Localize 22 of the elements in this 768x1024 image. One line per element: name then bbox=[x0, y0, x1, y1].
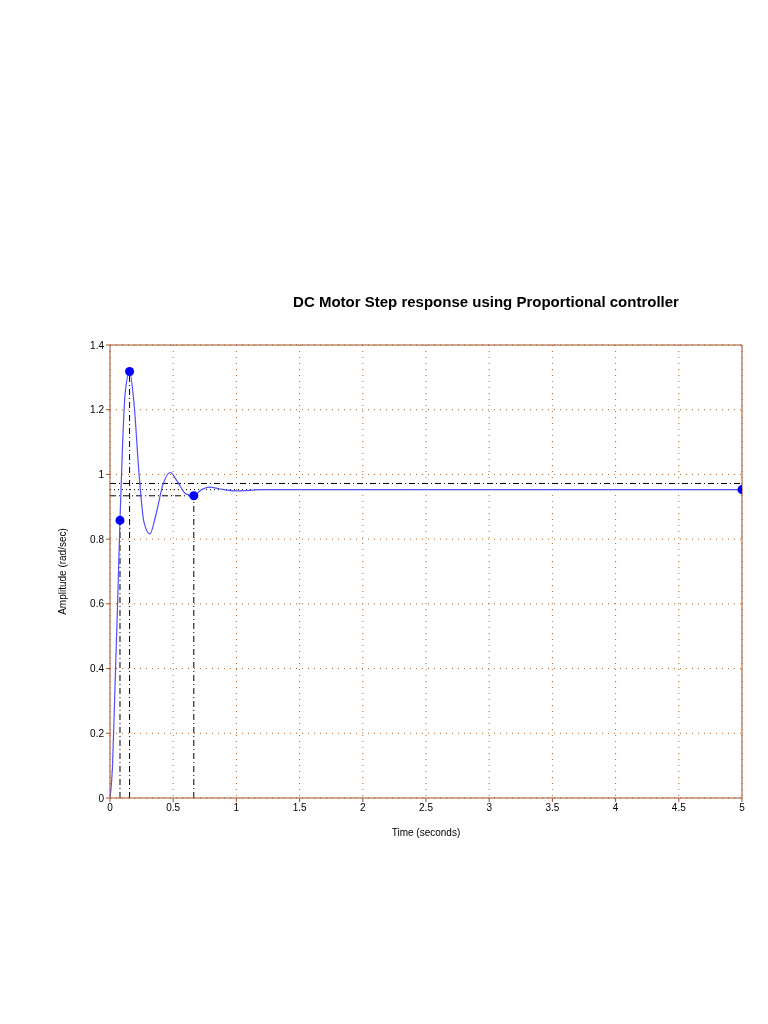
chart-title: DC Motor Step response using Proportional controller bbox=[292, 292, 680, 312]
y-tick-label: 0.4 bbox=[90, 663, 105, 675]
x-tick-label: 4.5 bbox=[671, 802, 687, 814]
x-tick-label: 0.5 bbox=[166, 802, 181, 814]
y-tick-label: 0 bbox=[98, 792, 105, 804]
y-tick-label: 1 bbox=[98, 468, 105, 480]
x-tick-label: 4 bbox=[612, 802, 619, 814]
y-tick-label: 1.2 bbox=[90, 404, 105, 416]
x-axis-title: Time (seconds) bbox=[391, 827, 461, 838]
y-axis-title: Amplitude (rad/sec) bbox=[56, 528, 68, 615]
x-tick-label: 3 bbox=[486, 802, 493, 814]
x-tick-label: 2.5 bbox=[419, 802, 434, 814]
x-tick-label: 3.5 bbox=[545, 802, 560, 814]
x-tick-label: 1.5 bbox=[292, 802, 307, 814]
x-tick-label: 1 bbox=[233, 802, 240, 814]
y-tick-label: 0.8 bbox=[90, 533, 105, 545]
x-tick-label: 5 bbox=[739, 802, 746, 814]
x-tick-label: 0 bbox=[107, 802, 114, 814]
y-tick-label: 0.2 bbox=[90, 727, 105, 739]
y-tick-label: 0.6 bbox=[90, 598, 105, 610]
x-tick-label: 2 bbox=[360, 802, 367, 814]
y-tick-label: 1.4 bbox=[90, 339, 105, 351]
